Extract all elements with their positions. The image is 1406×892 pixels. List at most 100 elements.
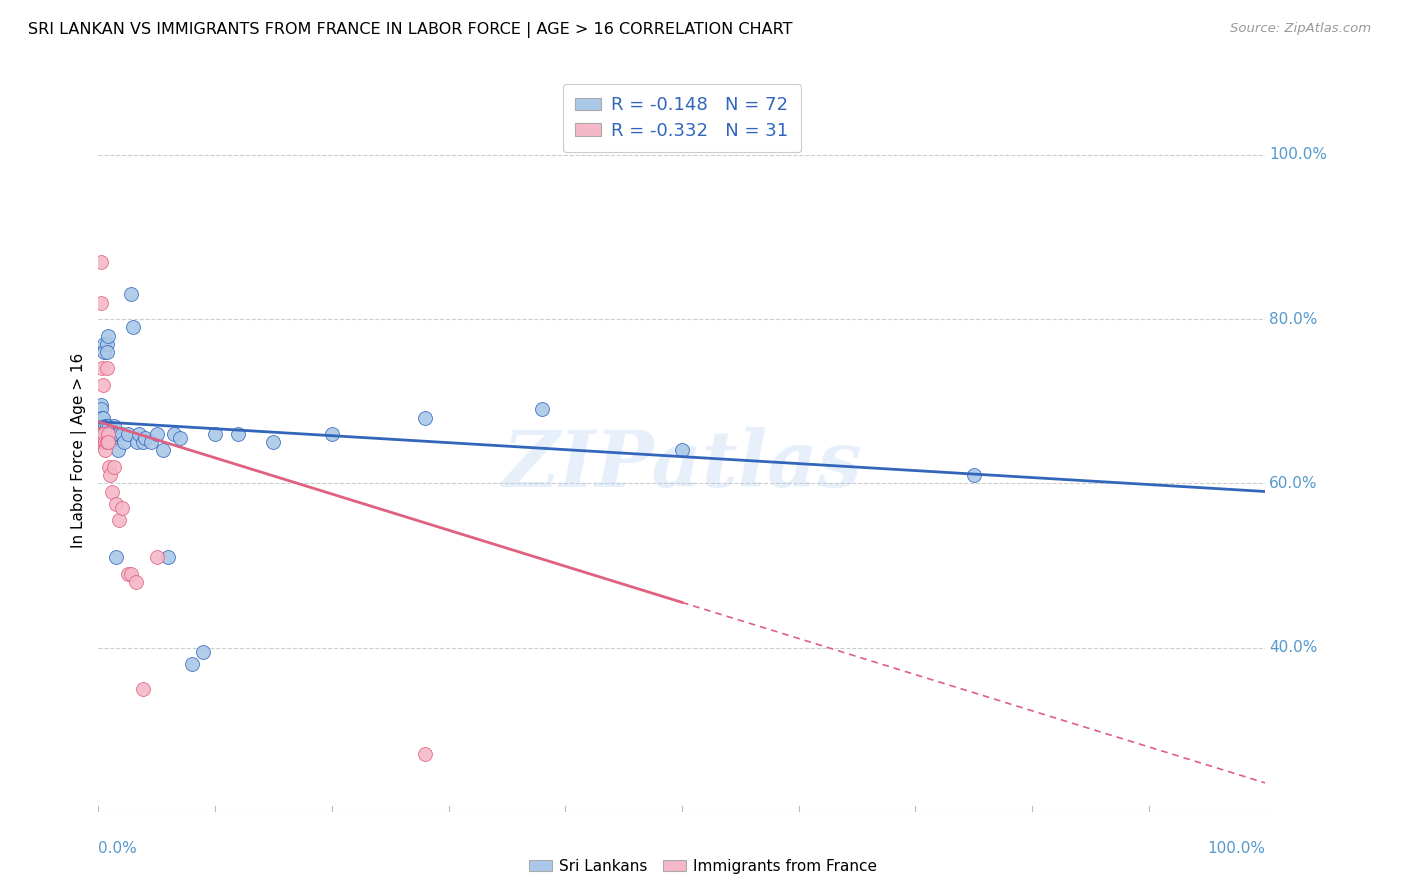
Point (91, 423, 114, 437)
Point (93, 427, 115, 442)
Point (132, 435, 155, 450)
Point (125, 435, 148, 450)
Point (94, 427, 117, 442)
Text: 60.0%: 60.0% (1268, 475, 1317, 491)
Point (104, 497, 127, 511)
Point (962, 468, 984, 483)
Point (204, 427, 226, 442)
Point (94, 427, 117, 442)
Point (104, 427, 127, 442)
Point (90, 427, 112, 442)
Point (90, 415, 112, 429)
Point (96, 336, 118, 351)
Point (96, 345, 118, 359)
Point (89, 427, 111, 442)
Point (101, 427, 124, 442)
Point (105, 427, 128, 442)
Point (90, 427, 112, 442)
Point (97, 435, 120, 450)
Point (120, 566, 142, 581)
Point (163, 427, 186, 442)
Point (91, 431, 114, 445)
Text: SRI LANKAN VS IMMIGRANTS FROM FRANCE IN LABOR FORCE | AGE > 16 CORRELATION CHART: SRI LANKAN VS IMMIGRANTS FROM FRANCE IN … (28, 22, 793, 38)
Point (117, 566, 139, 581)
Point (139, 435, 162, 450)
Point (103, 459, 125, 474)
Point (101, 484, 124, 499)
Point (98, 468, 121, 483)
Point (108, 427, 131, 442)
Point (152, 443, 174, 458)
Point (96, 361, 118, 376)
Point (111, 500, 134, 515)
Point (94, 418, 117, 433)
Legend: R = -0.148   N = 72, R = -0.332   N = 31: R = -0.148 N = 72, R = -0.332 N = 31 (562, 84, 801, 153)
Point (94, 443, 117, 458)
Point (93, 427, 115, 442)
Point (413, 747, 436, 762)
Point (90, 427, 112, 442)
Text: ZIPatlas: ZIPatlas (502, 426, 862, 503)
Point (97, 427, 120, 442)
Point (91, 410, 114, 425)
Point (128, 427, 150, 442)
Point (671, 443, 693, 458)
Point (97, 427, 120, 442)
Point (132, 681, 155, 696)
Point (90, 410, 112, 425)
Point (97, 328, 120, 343)
Point (90, 295, 112, 310)
Point (193, 645, 215, 659)
Text: 0.0%: 0.0% (98, 840, 138, 855)
Point (93, 336, 115, 351)
Point (228, 427, 250, 442)
Point (96, 418, 118, 433)
Point (93, 345, 115, 359)
Point (93, 431, 115, 445)
Point (90, 427, 112, 442)
Point (90, 435, 112, 450)
Point (93, 435, 115, 450)
Point (93, 423, 115, 437)
Point (262, 435, 284, 450)
Point (107, 443, 129, 458)
Point (157, 550, 180, 565)
Point (111, 427, 134, 442)
Point (120, 287, 142, 301)
Point (169, 431, 191, 445)
Point (146, 427, 169, 442)
Point (94, 435, 117, 450)
Point (90, 435, 112, 450)
Point (94, 435, 117, 450)
Text: 100.0%: 100.0% (1268, 147, 1327, 162)
Point (180, 657, 202, 671)
Point (98, 435, 121, 450)
Point (98, 427, 121, 442)
Point (97, 427, 120, 442)
Point (90, 418, 112, 433)
Point (97, 435, 120, 450)
Point (108, 513, 131, 527)
Point (96, 427, 118, 442)
Point (117, 427, 139, 442)
Point (90, 361, 112, 376)
Y-axis label: In Labor Force | Age > 16: In Labor Force | Age > 16 (72, 353, 87, 548)
Point (91, 427, 114, 442)
Point (100, 427, 122, 442)
Point (530, 402, 553, 417)
Point (413, 410, 436, 425)
Point (97, 459, 120, 474)
Point (125, 574, 148, 589)
Point (90, 402, 112, 417)
Point (134, 431, 156, 445)
Point (91, 418, 114, 433)
Point (103, 418, 125, 433)
Point (90, 254, 112, 268)
Point (90, 423, 112, 437)
Point (93, 431, 115, 445)
Point (104, 550, 127, 565)
Text: Source: ZipAtlas.com: Source: ZipAtlas.com (1230, 22, 1371, 36)
Point (90, 398, 112, 412)
Point (90, 423, 112, 437)
Text: 40.0%: 40.0% (1268, 640, 1317, 655)
